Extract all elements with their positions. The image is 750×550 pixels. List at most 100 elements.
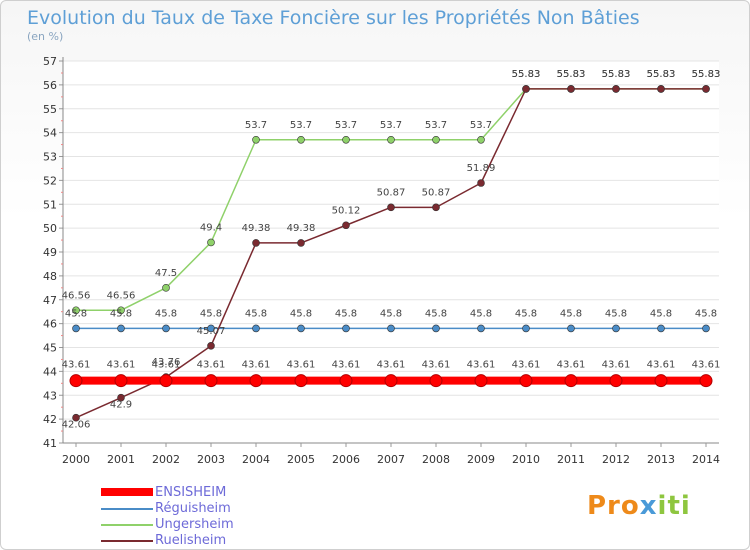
data-label: 45.8 <box>605 308 627 319</box>
data-label: 46.56 <box>62 290 91 301</box>
x-tick-label: 2004 <box>242 453 270 466</box>
data-point <box>699 374 713 388</box>
data-label: 50.12 <box>332 205 361 216</box>
x-tick-label: 2011 <box>557 453 585 466</box>
data-label: 43.61 <box>422 360 451 371</box>
data-point <box>522 85 530 93</box>
data-point <box>342 221 350 230</box>
data-point <box>657 324 665 333</box>
data-point <box>207 238 215 247</box>
data-label: 45.8 <box>425 308 447 319</box>
x-tick-label: 2008 <box>422 453 450 466</box>
data-point <box>477 324 485 333</box>
data-point <box>474 374 488 388</box>
data-point <box>117 306 125 315</box>
data-label: 45.8 <box>200 308 222 319</box>
data-point <box>252 135 260 144</box>
data-label: 49.38 <box>287 223 316 234</box>
data-point <box>342 135 350 144</box>
data-label: 45.8 <box>245 308 267 319</box>
data-point <box>477 135 485 144</box>
data-label: 55.83 <box>602 69 631 80</box>
x-tick-label: 2009 <box>467 453 495 466</box>
data-label: 50.87 <box>377 187 406 198</box>
y-tick-label: 46 <box>43 318 57 331</box>
data-point <box>117 393 125 402</box>
data-label: 43.61 <box>377 360 406 371</box>
y-tick-label: 44 <box>43 365 57 378</box>
data-point <box>117 324 125 333</box>
data-point <box>72 306 80 315</box>
y-tick-label: 51 <box>43 198 57 211</box>
x-tick-label: 2002 <box>152 453 180 466</box>
legend-label: ENSISHEIM <box>155 485 227 500</box>
data-label: 43.61 <box>512 360 541 371</box>
x-tick-label: 2006 <box>332 453 360 466</box>
data-point <box>162 284 170 292</box>
data-label: 55.83 <box>602 69 631 80</box>
data-label: 45.8 <box>155 308 177 319</box>
data-point <box>162 324 170 333</box>
data-label: 51.89 <box>467 163 496 174</box>
data-point <box>519 374 533 388</box>
x-tick-label: 2014 <box>692 453 720 466</box>
data-label: 49.4 <box>200 222 222 233</box>
data-label: 45.8 <box>695 308 717 319</box>
data-point <box>339 374 353 388</box>
x-tick-label: 2010 <box>512 453 540 466</box>
data-point <box>72 324 80 333</box>
data-point <box>297 324 305 333</box>
y-tick-label: 42 <box>43 413 57 426</box>
data-point <box>294 374 308 388</box>
data-label: 42.06 <box>62 420 91 431</box>
data-label: 42.9 <box>110 400 132 411</box>
data-label: 49.38 <box>242 223 271 234</box>
x-tick-label: 2001 <box>107 453 135 466</box>
data-point <box>204 374 218 388</box>
data-label: 55.83 <box>692 69 721 80</box>
data-label: 53.7 <box>335 120 357 131</box>
data-point <box>567 324 575 333</box>
legend-label: Réguisheim <box>155 501 231 516</box>
legend-swatch <box>101 508 153 510</box>
data-point <box>564 374 578 388</box>
y-tick-label: 47 <box>43 294 57 307</box>
data-label: 45.8 <box>65 308 87 319</box>
legend-swatch <box>101 488 153 496</box>
data-point <box>72 413 80 422</box>
y-tick-label: 56 <box>43 79 57 92</box>
data-point <box>609 374 623 388</box>
data-point <box>252 324 260 333</box>
data-label: 45.8 <box>470 308 492 319</box>
data-label: 43.61 <box>692 360 721 371</box>
data-label: 55.83 <box>692 69 721 80</box>
y-tick-label: 53 <box>43 151 57 164</box>
data-label: 43.61 <box>467 360 496 371</box>
data-point <box>249 374 263 388</box>
legend-label: Ungersheim <box>155 517 234 532</box>
data-label: 43.61 <box>242 360 271 371</box>
x-tick-label: 2005 <box>287 453 315 466</box>
data-point <box>387 135 395 144</box>
data-point <box>297 239 305 247</box>
data-label: 55.83 <box>512 69 541 80</box>
legend-swatch <box>101 540 153 542</box>
data-label: 43.61 <box>197 360 226 371</box>
legend-swatch <box>101 524 153 526</box>
proxiti-logo: Proxiti <box>587 491 691 521</box>
y-tick-label: 48 <box>43 270 57 283</box>
data-point <box>207 324 215 333</box>
data-label: 45.8 <box>560 308 582 319</box>
data-label: 55.83 <box>557 69 586 80</box>
data-point <box>654 374 668 388</box>
data-label: 55.83 <box>512 69 541 80</box>
x-tick-label: 2012 <box>602 453 630 466</box>
data-label: 43.61 <box>602 360 631 371</box>
data-label: 53.7 <box>290 120 312 131</box>
data-point <box>657 85 665 93</box>
data-label: 45.8 <box>650 308 672 319</box>
data-label: 45.8 <box>290 308 312 319</box>
data-point <box>342 324 350 333</box>
y-tick-label: 50 <box>43 222 57 235</box>
data-point <box>69 374 83 388</box>
